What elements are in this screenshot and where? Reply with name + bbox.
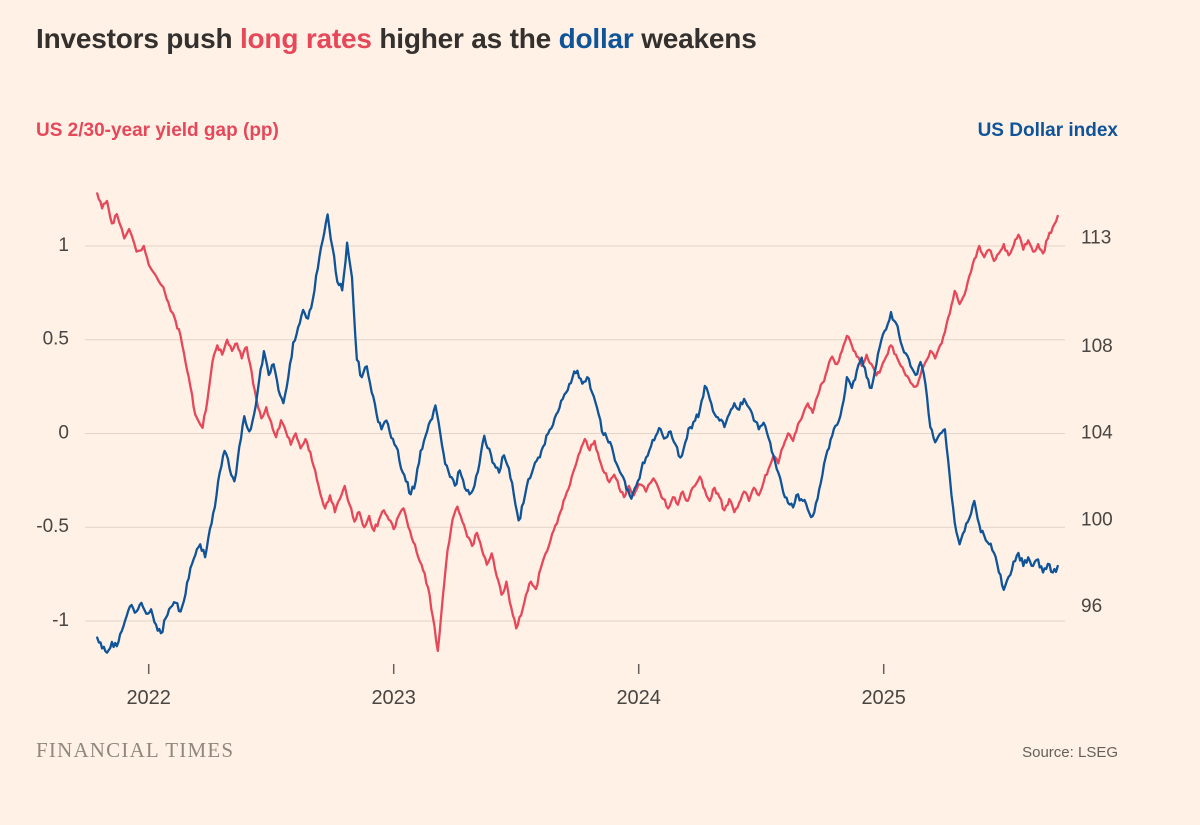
- right-axis-tick-label: 96: [1081, 596, 1102, 617]
- right-axis-tick-label: 100: [1081, 509, 1113, 530]
- left-axis-tick-label: 0: [58, 422, 69, 443]
- title-segment: higher as the: [371, 23, 559, 54]
- x-axis-tick-label: 2025: [861, 687, 906, 709]
- right-axis-tick-label: 113: [1081, 227, 1111, 248]
- yield-gap-line: [96, 192, 1059, 653]
- title-segment: Investors push: [36, 23, 240, 54]
- left-axis-tick-label: -0.5: [36, 516, 69, 537]
- dollar-index-line: [96, 213, 1059, 654]
- source-label: Source: LSEG: [1022, 744, 1118, 761]
- x-axis-tick-label: 2022: [126, 687, 171, 709]
- chart-title: Investors push long rates higher as the …: [36, 22, 1164, 56]
- ft-chart-card: Investors push long rates higher as the …: [0, 22, 1200, 825]
- title-segment: long rates: [239, 23, 372, 54]
- x-axis-tick-label: 2023: [371, 687, 416, 709]
- left-axis-title: US 2/30-year yield gap (pp): [36, 120, 279, 141]
- title-segment: weakens: [633, 23, 757, 54]
- chart-svg: 1 0.5 0 -0.5 -1 113 108 104 100 96 2022 2023 2024 202…: [36, 192, 1113, 709]
- right-axis-tick-label: 108: [1081, 336, 1113, 357]
- right-axis-tick-label: 104: [1081, 423, 1113, 444]
- title-segment: dollar: [558, 23, 634, 54]
- left-axis-tick-label: -1: [52, 610, 69, 631]
- ft-wordmark: FINANCIAL TIMES: [36, 738, 235, 762]
- axis-titles-row: US 2/30-year yield gap (pp) US Dollar in…: [36, 120, 1118, 144]
- footer: FINANCIAL TIMES Source: LSEG: [36, 738, 1118, 763]
- left-axis-tick-label: 1: [58, 235, 69, 256]
- right-axis-title: US Dollar index: [977, 120, 1118, 141]
- x-axis-tick-label: 2024: [616, 687, 661, 709]
- chart-area: 1 0.5 0 -0.5 -1 113 108 104 100 96 2022 2023 2024 202…: [0, 156, 1200, 716]
- left-axis-tick-label: 0.5: [43, 329, 69, 350]
